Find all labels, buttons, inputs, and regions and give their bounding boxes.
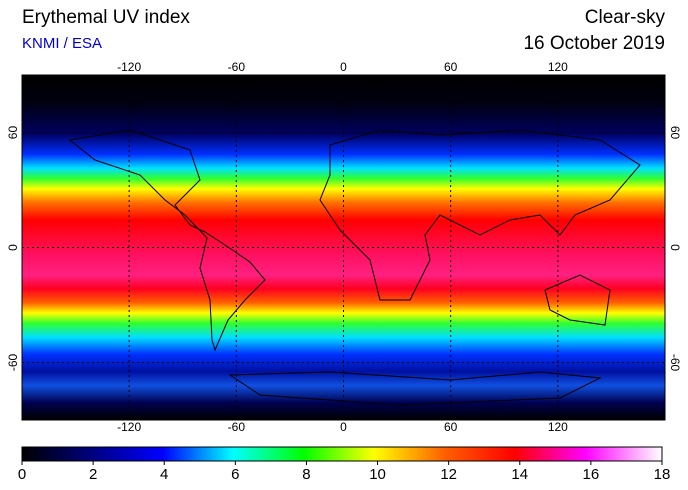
colorbar-label: 16: [583, 466, 600, 483]
lon-label-bottom: 0: [340, 420, 347, 434]
lon-label-top: -120: [117, 60, 141, 74]
lon-label-top: 0: [340, 60, 347, 74]
lon-label-bottom: -60: [228, 420, 246, 434]
colorbar-label: 10: [369, 466, 386, 483]
colorbar-label: 8: [302, 466, 310, 483]
title: Erythemal UV index: [22, 7, 190, 28]
lon-label-bottom: 120: [548, 420, 568, 434]
lon-label-top: 120: [548, 60, 568, 74]
lon-label-top: 60: [444, 60, 458, 74]
date: 16 October 2019: [523, 33, 665, 54]
colorbar-label: 12: [440, 466, 457, 483]
lon-label-bottom: -120: [117, 420, 141, 434]
lat-label-left: -60: [6, 354, 20, 372]
lon-label-bottom: 60: [444, 420, 458, 434]
lat-label-right: -60: [668, 354, 682, 372]
lat-label-left: 0: [6, 244, 20, 251]
colorbar-label: 0: [18, 466, 26, 483]
colorbar-label: 14: [511, 466, 528, 483]
condition: Clear-sky: [585, 7, 666, 28]
colorbar-label: 2: [89, 466, 97, 483]
lat-label-right: 0: [668, 244, 682, 251]
colorbar-label: 6: [231, 466, 239, 483]
source: KNMI / ESA: [22, 35, 102, 52]
lat-label-right: 60: [668, 126, 682, 140]
lon-label-top: -60: [228, 60, 246, 74]
colorbar-label: 18: [654, 466, 671, 483]
lat-label-left: 60: [6, 126, 20, 140]
colorbar-label: 4: [160, 466, 168, 483]
colorbar: [21, 446, 663, 462]
